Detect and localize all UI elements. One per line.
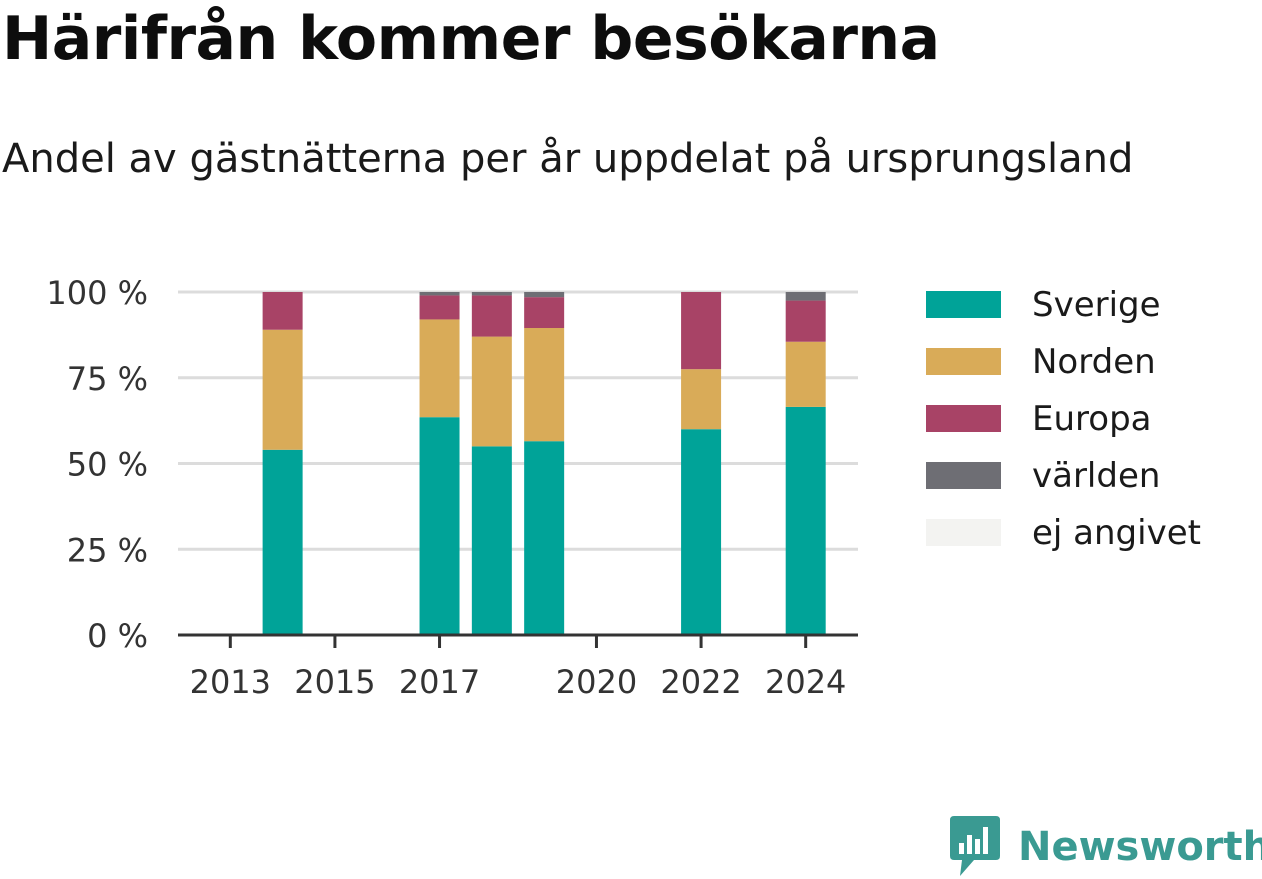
brand-name: Newsworthy: [1018, 824, 1262, 870]
bar-segment: [262, 292, 303, 330]
bar-segment: [681, 369, 722, 430]
bar-segment: [471, 295, 512, 337]
legend-label: ej angivet: [1032, 512, 1201, 553]
legend-swatch: [926, 405, 1001, 432]
x-tick-label: 2022: [660, 663, 741, 701]
x-tick-label: 2013: [190, 663, 271, 701]
bar-segment: [419, 417, 460, 635]
bar-segment: [262, 449, 303, 635]
legend-item: ej angivet: [926, 504, 1201, 561]
legend-swatch: [926, 519, 1001, 546]
bar-segment: [524, 328, 565, 442]
bar-segment: [681, 292, 722, 370]
bar-segment: [524, 292, 565, 298]
y-tick-label: 0 %: [87, 617, 148, 655]
y-tick-label: 100 %: [46, 274, 148, 312]
bar-segment: [419, 292, 460, 296]
legend-item: Norden: [926, 333, 1201, 390]
chart-title: Härifrån kommer besökarna: [2, 4, 940, 74]
newsworthy-logo-icon: [950, 816, 1000, 876]
legend: Sverige Norden Europa världen ej angivet: [926, 276, 1201, 561]
bar-segment: [471, 292, 512, 296]
bar-segment: [785, 300, 826, 342]
legend-label: Sverige: [1032, 284, 1161, 325]
brand: Newsworthy: [950, 816, 1262, 878]
y-tick-label: 75 %: [67, 360, 148, 398]
y-tick-label: 25 %: [67, 531, 148, 569]
legend-item: Europa: [926, 390, 1201, 447]
bar-segment: [524, 297, 565, 329]
legend-swatch: [926, 291, 1001, 318]
bar-segment: [785, 406, 826, 635]
x-tick-label: 2024: [765, 663, 846, 701]
legend-swatch: [926, 462, 1001, 489]
legend-item: världen: [926, 447, 1201, 504]
bar-segment: [419, 319, 460, 418]
legend-label: Europa: [1032, 398, 1152, 439]
bar-segment: [785, 341, 826, 407]
legend-item: Sverige: [926, 276, 1201, 333]
bar-segment: [471, 446, 512, 635]
chart-subtitle: Andel av gästnätterna per år uppdelat på…: [2, 136, 1134, 182]
bar-segment: [419, 295, 460, 320]
bar-segment: [681, 429, 722, 635]
legend-swatch: [926, 348, 1001, 375]
bar-segment: [262, 329, 303, 450]
legend-label: Norden: [1032, 341, 1156, 382]
axes: 0 % 25 % 50 % 75 % 100 % 2013 2015 2017 2020 2022…: [46, 274, 858, 701]
y-tick-label: 50 %: [67, 446, 148, 484]
bars: [262, 292, 826, 635]
bar-segment: [471, 336, 512, 447]
x-tick-label: 2017: [399, 663, 480, 701]
bar-segment: [785, 292, 826, 301]
x-tick-label: 2015: [294, 663, 375, 701]
legend-label: världen: [1032, 455, 1161, 496]
bar-segment: [524, 441, 565, 635]
x-tick-label: 2020: [556, 663, 637, 701]
